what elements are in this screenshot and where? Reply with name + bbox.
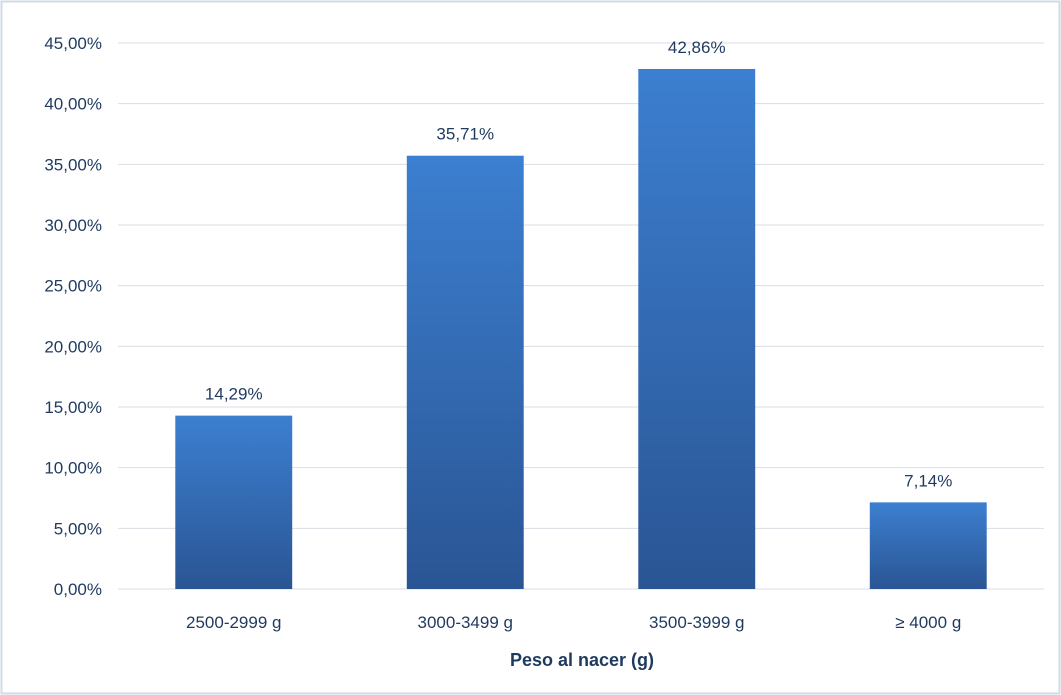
bar <box>638 68 756 589</box>
data-label: 7,14% <box>904 471 952 490</box>
y-axis-ticks: 0,00% 5,00% 10,00% 15,00% 20,00% 25,00% 30,00%… <box>44 34 102 599</box>
y-tick-label: 45,00% <box>44 34 102 53</box>
x-tick-label: ≥ 4000 g <box>895 613 961 632</box>
y-tick-label: 30,00% <box>44 216 102 235</box>
data-label: 42,86% <box>668 38 726 57</box>
y-tick-label: 15,00% <box>44 398 102 417</box>
x-axis-title: Peso al nacer (g) <box>510 650 654 670</box>
y-tick-label: 5,00% <box>54 519 102 538</box>
bar <box>406 155 524 589</box>
bar <box>869 502 987 589</box>
y-tick-label: 10,00% <box>44 459 102 478</box>
data-label: 35,71% <box>436 125 494 144</box>
bars <box>175 68 987 589</box>
y-tick-label: 40,00% <box>44 95 102 114</box>
bar <box>175 415 293 589</box>
x-tick-label: 3000-3499 g <box>418 613 513 632</box>
y-tick-label: 0,00% <box>54 580 102 599</box>
y-tick-label: 35,00% <box>44 155 102 174</box>
x-tick-label: 2500-2999 g <box>186 613 281 632</box>
x-axis-ticks: 2500-2999 g 3000-3499 g 3500-3999 g ≥ 4000 … <box>186 613 961 632</box>
y-tick-label: 25,00% <box>44 277 102 296</box>
y-tick-label: 20,00% <box>44 337 102 356</box>
x-tick-label: 3500-3999 g <box>649 613 744 632</box>
data-label: 14,29% <box>205 385 263 404</box>
data-labels: 14,29% 35,71% 42,86% 7,14% <box>205 38 952 490</box>
